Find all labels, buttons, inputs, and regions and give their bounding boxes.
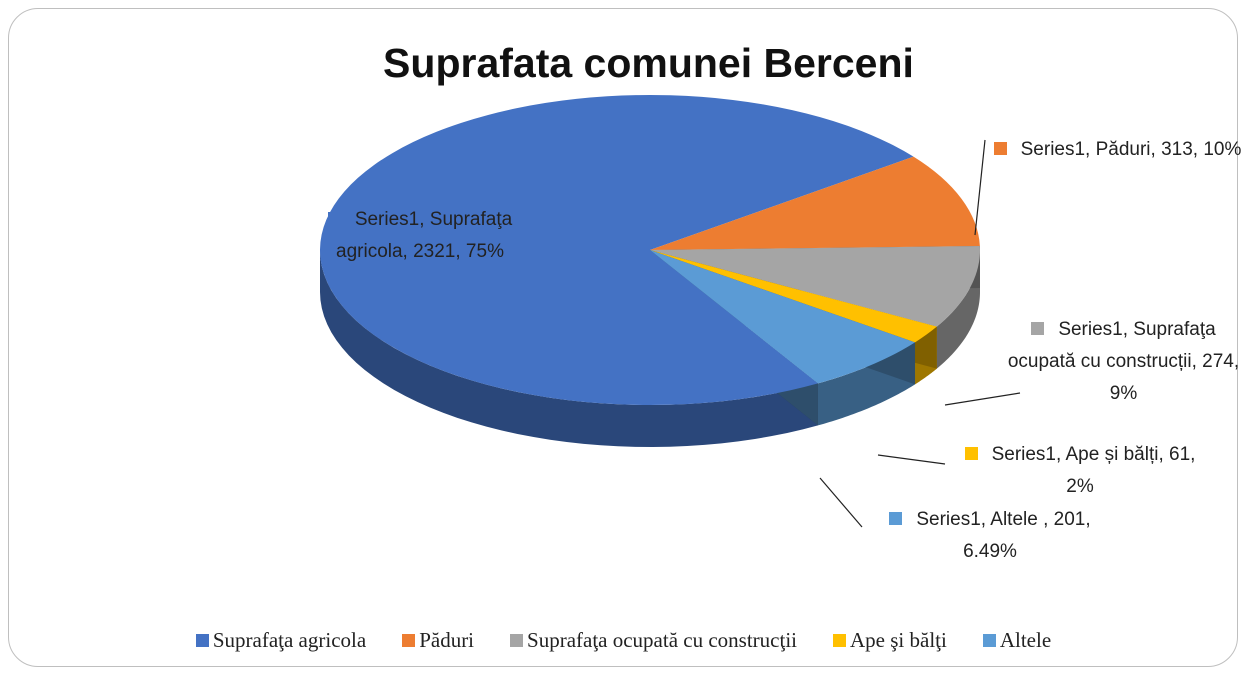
data-label: Series1, Păduri, 313, 10% [988,134,1247,166]
data-label: Series1, Ape și bălți, 61, 2% [950,439,1210,503]
slice [320,94,914,405]
data-label-text: Series1, Suprafaţa agricola, 2321, 75% [336,209,513,262]
data-label: Series1, Suprafaţa agricola, 2321, 75% [290,204,550,268]
leader-line [944,392,1021,406]
legend-swatch [982,634,996,647]
legend-label: Suprafaţa agricola [212,628,367,652]
data-label-text: Series1, Păduri, 313, 10% [1020,139,1242,160]
legend-swatch [510,634,524,647]
legend-label: Ape şi bălţi [850,628,947,652]
label-swatch [1031,322,1045,335]
slice [650,246,980,327]
chart-title: Suprafata comunei Berceni [383,40,914,86]
legend-label: Păduri [419,628,475,652]
leader-line [974,139,986,236]
legend-item: Altele [982,628,1052,653]
slice-side [936,250,980,369]
leader-line [877,454,946,465]
label-swatch [889,512,903,525]
slice [650,250,916,384]
label-swatch [327,212,341,225]
chart-frame [8,8,1238,667]
label-swatch [993,142,1007,155]
data-label: Series1, Suprafaţa ocupată cu construcți… [1000,314,1247,410]
legend-label: Suprafaţa ocupată cu construcţii [527,628,797,652]
slice [650,250,937,343]
data-label-text: Series1, Suprafaţa ocupată cu construcți… [1007,319,1240,404]
legend-swatch [195,634,209,647]
legend-item: Păduri [402,628,474,653]
label-swatch [964,447,978,460]
legend-item: Suprafaţa agricola [195,628,367,653]
slice [650,156,980,250]
legend-label: Altele [999,628,1052,652]
leader-line [819,477,863,528]
data-label: Series1, Altele , 201, 6.49% [860,504,1120,568]
legend-swatch [833,634,846,647]
legend-swatch [402,634,416,647]
data-label-text: Series1, Ape și bălți, 61, 2% [991,444,1196,497]
legend-item: Ape şi bălţi [833,628,947,653]
data-label-text: Series1, Altele , 201, 6.49% [916,509,1091,562]
legend-item: Suprafaţa ocupată cu construcţii [510,628,797,653]
slice-side [320,250,818,447]
legend: Suprafaţa agricola Păduri Suprafaţa ocupat… [0,628,1247,653]
